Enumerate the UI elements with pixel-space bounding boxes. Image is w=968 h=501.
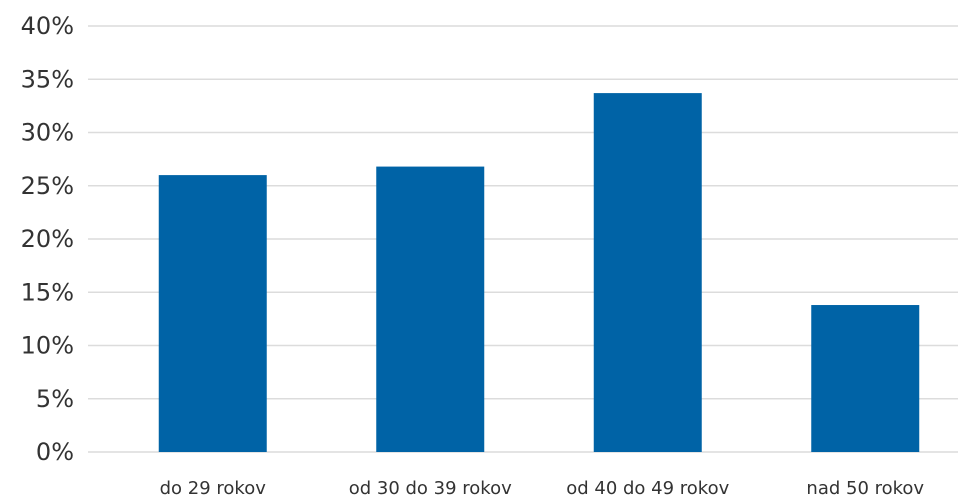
y-axis: 0% 5% 10% 15% 20% 25% 30% 35% 40% <box>21 12 74 466</box>
y-tick-label: 25% <box>21 172 74 200</box>
y-tick-label: 35% <box>21 65 74 93</box>
y-tick-label: 10% <box>21 332 74 360</box>
x-category-label: od 40 do 49 rokov <box>566 478 729 499</box>
bar <box>593 93 702 452</box>
bars <box>158 93 920 452</box>
y-tick-label: 5% <box>36 385 74 413</box>
x-axis: do 29 rokov od 30 do 39 rokov od 40 do 49 … <box>160 478 925 499</box>
x-category-label: od 30 do 39 rokov <box>349 478 512 499</box>
y-tick-label: 40% <box>21 12 74 40</box>
bar <box>376 166 485 452</box>
y-tick-label: 15% <box>21 278 74 306</box>
y-tick-label: 20% <box>21 225 74 253</box>
x-category-label: nad 50 rokov <box>806 478 924 499</box>
bar <box>811 305 920 452</box>
y-tick-label: 30% <box>21 119 74 147</box>
x-category-label: do 29 rokov <box>160 478 267 499</box>
bar <box>158 175 267 452</box>
y-tick-label: 0% <box>36 438 74 466</box>
